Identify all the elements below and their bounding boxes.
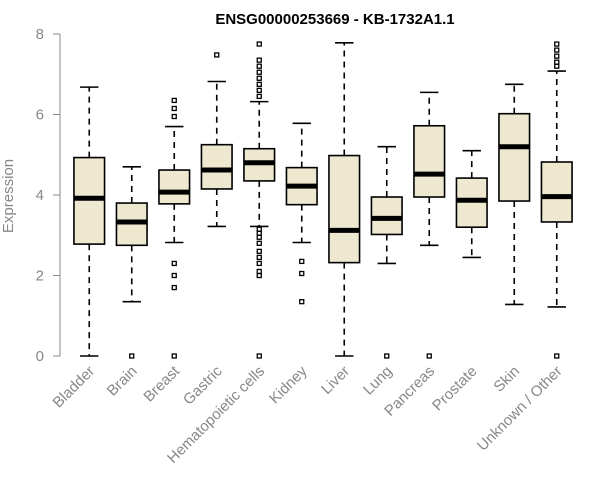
box-group-hematopoietic-cells (243, 41, 276, 359)
outlier-point (256, 93, 262, 100)
outlier-point (554, 353, 560, 359)
category-label: Prostate (429, 363, 481, 415)
outlier-point (554, 59, 560, 65)
outlier-point (256, 63, 262, 69)
y-axis-label: Expression (0, 159, 17, 233)
iqr-box (370, 196, 403, 236)
iqr-box (413, 124, 446, 198)
outlier-point (554, 53, 560, 59)
y-tick-label: 0 (36, 348, 44, 365)
outlier-point (554, 41, 560, 47)
iqr-box (498, 112, 531, 202)
iqr-box (200, 143, 233, 190)
outlier-point (171, 272, 177, 279)
plot-area (73, 41, 573, 359)
outlier-point (129, 353, 135, 359)
outlier-point (256, 57, 262, 63)
outlier-point (171, 97, 177, 104)
category-label: Breast (140, 362, 183, 405)
y-axis: 0 2 4 6 8 (36, 26, 61, 365)
outlier-point (299, 258, 305, 265)
outlier-point (214, 52, 220, 58)
category-label: Bladder (49, 363, 98, 412)
y-tick-label: 2 (36, 268, 44, 285)
outlier-point (256, 254, 262, 261)
box-group-gastric (200, 52, 233, 228)
outlier-point (256, 268, 262, 275)
box-group-pancreas (413, 91, 446, 359)
category-label: Lung (360, 363, 396, 399)
outlier-point (256, 75, 262, 81)
outlier-point (171, 113, 177, 120)
category-label: Brain (104, 363, 141, 400)
outlier-point (256, 226, 262, 232)
iqr-box (158, 169, 191, 205)
box-group-bladder (73, 86, 106, 357)
box-group-lung (370, 145, 403, 359)
box-group-brain (115, 166, 148, 359)
outlier-point (256, 87, 262, 93)
iqr-box (540, 161, 573, 223)
outlier-point (554, 47, 560, 53)
outlier-point (171, 284, 177, 291)
outlier-point (171, 105, 177, 112)
outlier-point (256, 248, 262, 255)
outlier-point (426, 353, 432, 359)
outlier-point (299, 299, 305, 305)
outlier-point (256, 260, 262, 267)
box-group-unknown-other (540, 41, 573, 359)
box-group-breast (158, 97, 191, 359)
iqr-box (328, 154, 361, 264)
category-label: Skin (490, 363, 523, 396)
outlier-point (384, 353, 390, 359)
outlier-point (256, 41, 262, 47)
box-group-liver (328, 42, 361, 357)
outlier-point (299, 270, 305, 277)
iqr-box (73, 156, 106, 245)
outlier-point (256, 81, 262, 87)
box-group-skin (498, 83, 531, 306)
outlier-point (256, 353, 262, 359)
y-tick-label: 8 (36, 26, 44, 43)
outlier-point (256, 240, 262, 246)
y-tick-label: 4 (36, 187, 44, 204)
category-label: Liver (318, 363, 353, 398)
outlier-point (171, 353, 177, 359)
box-group-kidney (285, 122, 318, 305)
outlier-point (256, 69, 262, 75)
outlier-point (171, 260, 177, 267)
category-label: Kidney (266, 362, 311, 407)
y-tick-label: 6 (36, 107, 44, 124)
chart-title: ENSG00000253669 - KB-1732A1.1 (215, 11, 454, 28)
box-group-prostate (455, 149, 488, 259)
